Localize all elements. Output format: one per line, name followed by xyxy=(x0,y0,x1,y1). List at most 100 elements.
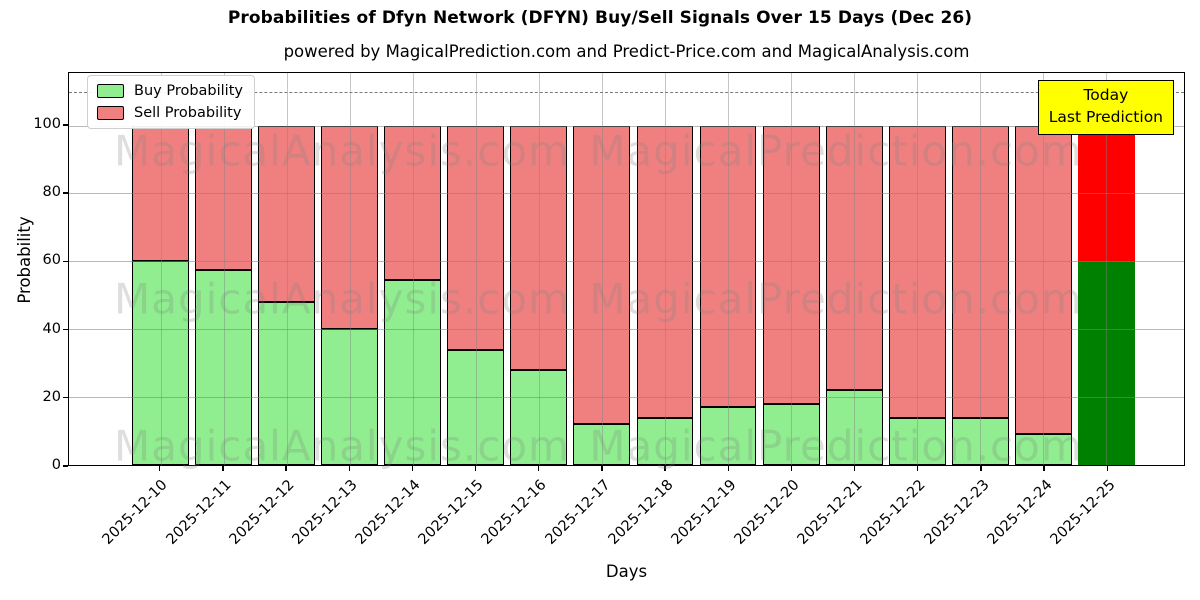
today-annotation-line1: Today xyxy=(1083,86,1129,104)
bar-segment-buy xyxy=(195,269,253,465)
x-tickmark-2025-12-16 xyxy=(538,466,540,471)
watermark-text: MagicalAnalysis.com xyxy=(114,274,570,324)
x-tickmark-2025-12-17 xyxy=(601,466,603,471)
watermark-text: MagicalAnalysis.com xyxy=(114,126,570,176)
x-tick-label-2025-12-22: 2025-12-22 xyxy=(858,477,930,548)
today-annotation: Today Last Prediction xyxy=(1037,80,1174,135)
watermark-layer: MagicalAnalysis.com MagicalPrediction.com… xyxy=(69,73,1184,471)
bar-segment-buy xyxy=(636,417,694,465)
gridline-x-2025-12-12 xyxy=(286,73,288,465)
y-tick-label-100: 100 xyxy=(33,115,61,132)
gridline-x-2025-12-18 xyxy=(664,73,666,465)
y-tickmark-40 xyxy=(63,328,68,331)
x-tick-label-2025-12-19: 2025-12-19 xyxy=(668,477,740,548)
gridline-y-40 xyxy=(69,329,1184,331)
legend-item-sell: Sell Probability xyxy=(97,104,243,121)
x-tick-label-2025-12-11: 2025-12-11 xyxy=(163,477,235,548)
bar-segment-buy xyxy=(447,349,505,465)
legend-item-buy: Buy Probability xyxy=(97,84,243,99)
bar-segment-sell xyxy=(636,125,694,418)
bar-2025-12-22 xyxy=(888,73,946,465)
y-tick-label-40: 40 xyxy=(42,320,61,337)
bar-segment-sell xyxy=(888,125,946,418)
gridline-x-2025-12-23 xyxy=(980,73,982,465)
x-tickmark-2025-12-15 xyxy=(474,466,477,471)
grid-layer xyxy=(69,73,1184,465)
gridline-y-80 xyxy=(69,193,1184,195)
legend-label-sell: Sell Probability xyxy=(134,104,242,121)
x-tick-label-2025-12-17: 2025-12-17 xyxy=(542,477,614,548)
gridline-x-2025-12-17 xyxy=(601,73,603,465)
bar-segment-sell xyxy=(195,125,253,270)
bar-segment-sell xyxy=(258,125,316,303)
gridline-x-2025-12-25 xyxy=(1106,73,1108,465)
bar-segment-buy xyxy=(1077,261,1135,465)
bar-2025-12-15 xyxy=(447,73,505,465)
x-tick-label-2025-12-16: 2025-12-16 xyxy=(479,477,551,548)
x-tickmark-2025-12-19 xyxy=(727,466,729,471)
y-tickmark-0 xyxy=(63,465,68,467)
y-tickmark-60 xyxy=(63,260,68,262)
x-tickmark-2025-12-22 xyxy=(917,466,919,471)
x-tickmark-2025-12-20 xyxy=(790,466,793,471)
bar-segment-sell xyxy=(447,125,505,350)
bar-segment-sell xyxy=(384,125,442,281)
bar-segment-buy xyxy=(951,417,1009,465)
gridline-y-20 xyxy=(69,397,1184,399)
gridline-x-2025-12-19 xyxy=(728,73,730,465)
gridline-y-100 xyxy=(69,125,1184,127)
bar-segment-buy xyxy=(510,369,568,465)
x-tick-label-2025-12-24: 2025-12-24 xyxy=(984,477,1056,548)
bar-2025-12-14 xyxy=(384,73,442,465)
gridline-x-2025-12-16 xyxy=(538,73,540,465)
x-tickmark-2025-12-23 xyxy=(980,466,982,471)
y-tick-label-20: 20 xyxy=(42,388,61,405)
x-tickmark-2025-12-21 xyxy=(853,466,856,471)
bar-segment-buy xyxy=(1014,434,1072,465)
legend-label-buy: Buy Probability xyxy=(134,83,243,99)
gridline-y-60 xyxy=(69,261,1184,263)
x-tickmark-2025-12-18 xyxy=(664,466,666,471)
y-tick-label-60: 60 xyxy=(42,252,61,269)
gridline-x-2025-12-20 xyxy=(791,73,793,465)
watermark-text: MagicalPrediction.com xyxy=(589,126,1083,176)
bar-segment-sell xyxy=(1014,125,1072,435)
x-tick-label-2025-12-15: 2025-12-15 xyxy=(415,477,487,548)
x-tick-label-2025-12-21: 2025-12-21 xyxy=(794,477,866,548)
bar-2025-12-20 xyxy=(762,73,820,465)
bar-segment-sell xyxy=(321,125,379,330)
x-tickmark-2025-12-24 xyxy=(1043,466,1045,471)
x-tick-label-2025-12-20: 2025-12-20 xyxy=(731,477,803,548)
bar-2025-12-11 xyxy=(195,73,253,465)
gridline-x-2025-12-11 xyxy=(223,73,225,465)
bar-2025-12-10 xyxy=(132,73,189,465)
watermark-text: MagicalPrediction.com xyxy=(589,274,1083,324)
bars-layer xyxy=(69,73,1184,465)
x-tickmark-2025-12-10 xyxy=(159,466,161,471)
bar-segment-sell xyxy=(951,125,1009,418)
chart-title: Probabilities of Dfyn Network (DFYN) Buy… xyxy=(227,8,973,28)
bar-segment-buy xyxy=(888,417,946,465)
gridline-x-2025-12-13 xyxy=(349,73,351,465)
gridline-x-2025-12-10 xyxy=(160,73,162,465)
legend: Buy Probability Sell Probability xyxy=(87,75,255,129)
x-tick-label-2025-12-18: 2025-12-18 xyxy=(605,477,677,548)
bar-2025-12-21 xyxy=(825,73,883,465)
x-tickmark-2025-12-25 xyxy=(1106,466,1108,471)
x-tickmark-2025-12-12 xyxy=(285,466,287,471)
bar-segment-buy xyxy=(573,424,631,465)
threshold-dashed-line xyxy=(69,91,1184,93)
x-tickmark-2025-12-13 xyxy=(348,466,350,471)
bar-2025-12-18 xyxy=(636,73,694,465)
bar-segment-sell xyxy=(825,125,883,391)
x-axis-label: Days xyxy=(605,562,648,581)
bar-2025-12-19 xyxy=(699,73,757,465)
bar-segment-buy xyxy=(384,280,442,465)
plot-area: MagicalAnalysis.com MagicalPrediction.com… xyxy=(68,72,1185,471)
gridline-x-2025-12-21 xyxy=(854,73,856,465)
x-tick-label-2025-12-10: 2025-12-10 xyxy=(100,477,172,548)
bar-segment-buy xyxy=(762,403,820,465)
x-tickmark-2025-12-14 xyxy=(411,466,414,471)
y-tick-label-80: 80 xyxy=(42,184,61,201)
bar-segment-buy xyxy=(699,407,757,465)
